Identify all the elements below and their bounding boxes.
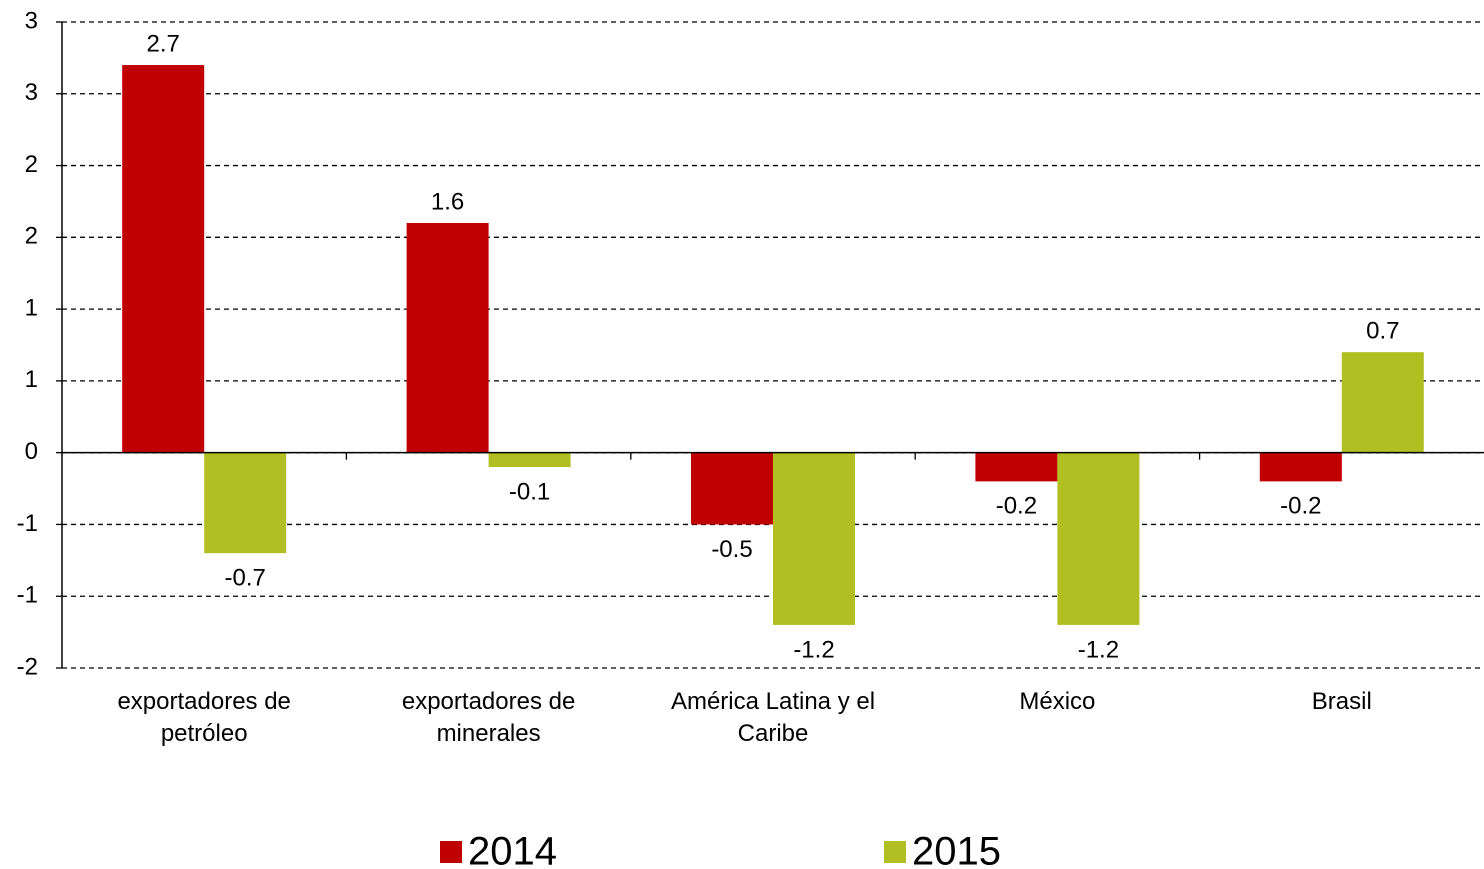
bar: [975, 452, 1058, 482]
bar: [773, 452, 855, 625]
data-label: 0.7: [1366, 318, 1399, 345]
y-tick-label: 0: [25, 438, 38, 465]
y-tick-label: 1: [25, 294, 38, 321]
legend-label: 2015: [912, 830, 1001, 869]
y-tick-label: 2: [25, 151, 38, 178]
data-label: -0.1: [509, 478, 550, 505]
legend-swatch: [440, 841, 462, 863]
legend-label: 2014: [468, 830, 557, 869]
y-tick-label: 1: [25, 366, 38, 393]
data-label: -1.2: [1078, 636, 1119, 663]
bar: [1259, 452, 1342, 482]
bar: [1341, 352, 1424, 453]
x-tick-label: México: [1019, 688, 1096, 715]
bar: [1057, 452, 1140, 625]
bar: [488, 452, 571, 468]
data-label: -0.5: [711, 536, 752, 563]
bar: [691, 452, 773, 525]
x-tick-label: Brasil: [1311, 688, 1372, 715]
data-label: 1.6: [431, 188, 464, 215]
data-label: -0.2: [996, 493, 1037, 520]
legend-swatch: [884, 841, 906, 863]
data-label: -0.7: [225, 564, 266, 591]
x-tick-label: exportadores de petróleo: [117, 688, 291, 747]
x-tick-label: exportadores de minerales: [401, 688, 576, 747]
bar: [204, 452, 287, 554]
y-tick-label: -1: [17, 510, 38, 537]
data-label: -1.2: [793, 636, 834, 663]
y-tick-label: 2: [25, 223, 38, 250]
y-tick-label: 3: [25, 7, 38, 34]
bar: [122, 65, 205, 453]
bar: [406, 222, 489, 453]
x-tick-label: América Latina y el Caribe: [670, 688, 876, 747]
y-tick-label: -2: [17, 653, 38, 680]
y-tick-label: -1: [17, 582, 38, 609]
data-label: -0.2: [1280, 493, 1321, 520]
y-tick-label: 3: [25, 79, 38, 106]
data-label: 2.7: [147, 30, 180, 57]
